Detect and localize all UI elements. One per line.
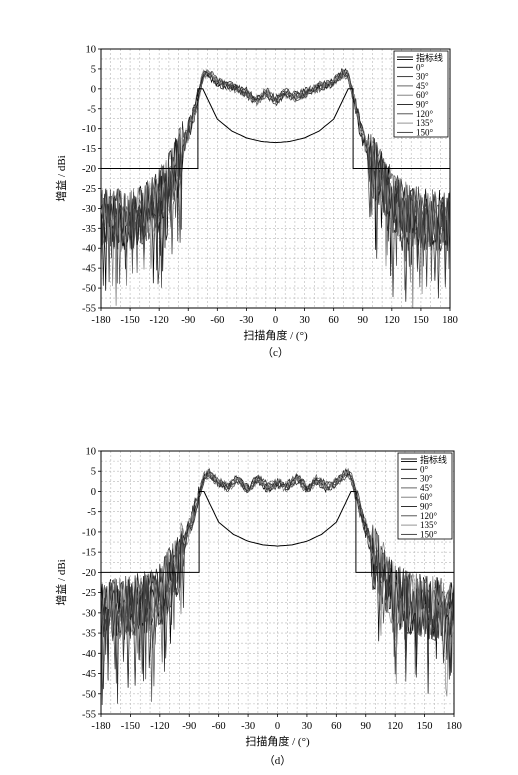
y-axis-label: 增益 / dBi: [54, 559, 68, 605]
y-tick-label: -45: [82, 669, 96, 680]
y-tick-label: -35: [82, 224, 96, 235]
x-tick-label: -180: [91, 721, 110, 732]
y-tick-label: -10: [82, 124, 96, 135]
x-axis-label: 扫描角度 / (°): [243, 328, 308, 342]
chart-panel-c: -180 -150 -120 -90 -60 -30 0 30 60 90 120 150 180105…: [54, 45, 458, 360]
y-tick-label: -45: [82, 264, 96, 275]
series-line: [101, 69, 450, 302]
y-tick-label: -35: [82, 629, 96, 640]
chart-panel-d: -180 -150 -120 -90 -60 -30 0 30 60 90 120 150 180105…: [54, 447, 462, 768]
x-tick-label: -90: [181, 315, 195, 326]
y-tick-label: -30: [82, 204, 96, 215]
series-line: [101, 69, 450, 308]
series-line: [101, 467, 454, 679]
y-tick-label: 5: [91, 467, 96, 478]
y-tick-label: 5: [91, 64, 96, 75]
x-tick-label: 30: [302, 721, 313, 732]
legend-label: 指标线: [416, 52, 443, 63]
x-tick-label: 180: [442, 315, 458, 326]
mask-line: [101, 491, 454, 573]
grid: [101, 451, 454, 714]
x-tick-label: -180: [91, 315, 110, 326]
y-tick-label: -30: [82, 608, 96, 619]
x-tick-label: 0: [273, 315, 278, 326]
x-tick-label: -150: [121, 721, 140, 732]
y-axis-label: 增益 / dBi: [54, 155, 68, 201]
y-tick-label: -20: [82, 568, 96, 579]
legend-label: 指标线: [420, 454, 447, 465]
x-tick-label: 120: [384, 315, 400, 326]
y-tick-label: -10: [82, 527, 96, 538]
x-tick-label: 180: [446, 721, 462, 732]
x-tick-label: 90: [361, 721, 372, 732]
series-line: [101, 70, 450, 288]
x-tick-label: -60: [212, 721, 226, 732]
x-tick-label: 60: [328, 315, 339, 326]
y-tick-label: -5: [87, 104, 96, 115]
y-tick-label: -55: [82, 304, 96, 315]
y-tick-label: -5: [87, 507, 96, 518]
y-tick-label: 0: [91, 487, 96, 498]
legend-label: 0°: [420, 464, 429, 474]
y-tick-label: -25: [82, 588, 96, 599]
x-tick-label: -30: [239, 315, 253, 326]
legend-label: 150°: [420, 529, 438, 539]
x-tick-label: -90: [182, 721, 196, 732]
x-axis-label: 扫描角度 / (°): [245, 734, 310, 748]
y-tick-label: -15: [82, 144, 96, 155]
panel-caption: （d）: [264, 754, 292, 767]
y-tick-label: -50: [82, 689, 96, 700]
y-tick-label: -40: [82, 244, 96, 255]
x-tick-label: 60: [331, 721, 342, 732]
legend-label: 30°: [416, 72, 429, 82]
x-tick-label: 150: [417, 721, 433, 732]
legend-label: 120°: [416, 109, 434, 119]
series-line: [101, 469, 454, 675]
mask-line: [101, 88, 450, 169]
y-tick-label: -50: [82, 284, 96, 295]
x-tick-label: 0: [275, 721, 280, 732]
y-tick-label: -55: [82, 710, 96, 721]
plot-area: [101, 467, 454, 706]
series-line: [101, 471, 454, 686]
y-tick-label: 10: [86, 447, 97, 458]
x-tick-label: -150: [120, 315, 139, 326]
legend-label: 90°: [416, 100, 429, 110]
plot-area: [101, 68, 450, 308]
panel-caption: （c）: [262, 346, 289, 359]
series-line: [101, 69, 450, 288]
legend-label: 30°: [420, 474, 433, 484]
x-tick-label: -60: [210, 315, 224, 326]
legend-label: 135°: [416, 118, 434, 128]
legend-label: 60°: [420, 492, 433, 502]
y-tick-label: -25: [82, 184, 96, 195]
legend-label: 60°: [416, 90, 429, 100]
legend-label: 45°: [420, 483, 433, 493]
y-tick-label: 10: [86, 45, 97, 56]
y-tick-label: -40: [82, 649, 96, 660]
x-tick-label: -30: [241, 721, 255, 732]
x-tick-label: 90: [358, 315, 369, 326]
y-tick-label: -15: [82, 548, 96, 559]
x-tick-label: 30: [299, 315, 310, 326]
legend-label: 120°: [420, 511, 438, 521]
x-tick-label: 120: [387, 721, 403, 732]
legend-label: 0°: [416, 62, 425, 72]
y-tick-label: 0: [91, 84, 96, 95]
x-tick-label: -120: [150, 315, 169, 326]
x-tick-label: 150: [413, 315, 429, 326]
legend-label: 45°: [416, 81, 429, 91]
legend-label: 135°: [420, 520, 438, 530]
legend-label: 90°: [420, 502, 433, 512]
y-tick-label: -20: [82, 164, 96, 175]
legend-label: 150°: [416, 127, 434, 137]
x-tick-label: -120: [150, 721, 169, 732]
